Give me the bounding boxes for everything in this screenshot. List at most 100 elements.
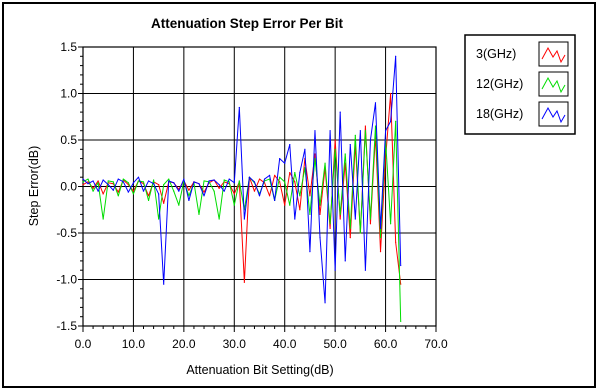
data-point (223, 179, 225, 181)
y-tick-label: 1.5 (60, 40, 77, 54)
x-tick-label: 10.0 (122, 337, 146, 351)
data-point (137, 180, 140, 182)
data-point (163, 283, 165, 285)
data-point (304, 167, 306, 169)
data-point (354, 134, 356, 136)
data-point (163, 202, 165, 204)
data-point (198, 183, 200, 185)
data-point (274, 199, 276, 202)
data-point (158, 193, 160, 195)
data-point (258, 195, 261, 197)
data-point (384, 158, 387, 160)
data-point (107, 180, 109, 182)
data-point (395, 55, 397, 57)
data-point (127, 182, 129, 184)
data-point (188, 189, 190, 191)
data-point (117, 195, 119, 197)
data-point (102, 179, 104, 181)
data-point (319, 237, 321, 239)
legend-label: 18(GHz) (476, 107, 523, 121)
data-point (112, 181, 114, 183)
data-point (284, 162, 286, 164)
data-point (344, 153, 346, 155)
legend-swatch-box (538, 41, 569, 67)
data-point (243, 218, 245, 220)
data-point (147, 195, 150, 197)
x-tick-label: 70.0 (424, 337, 448, 351)
data-point (359, 130, 361, 132)
series-line-2 (82, 55, 402, 304)
x-tick-label: 40.0 (273, 337, 297, 351)
data-point (132, 193, 135, 195)
legend-label: 3(GHz) (476, 47, 516, 61)
data-point (178, 190, 180, 192)
data-point (228, 178, 230, 180)
data-point (97, 190, 99, 192)
data-point (253, 190, 256, 192)
data-point (309, 251, 311, 253)
data-point (319, 213, 321, 215)
data-point (329, 130, 331, 132)
data-point (309, 213, 311, 215)
data-point (279, 158, 281, 160)
data-point (319, 204, 321, 206)
data-point (142, 181, 145, 183)
data-point (334, 148, 336, 150)
data-point (92, 190, 94, 192)
data-point (400, 264, 402, 267)
data-point (304, 148, 306, 150)
data-point (364, 125, 366, 127)
x-tick-label: 0.0 (75, 337, 92, 351)
legend-swatch-box (538, 71, 569, 97)
data-point (395, 241, 397, 243)
data-point (248, 176, 251, 178)
data-point (102, 218, 104, 220)
data-point (339, 213, 341, 215)
data-point (198, 213, 200, 215)
y-tick-label: -0.5 (56, 226, 77, 240)
data-point (400, 320, 402, 322)
data-point (349, 144, 351, 146)
legend: 3(GHz) 12(GHz) 18(GHz) (464, 34, 576, 135)
data-point (188, 195, 190, 197)
data-point (314, 130, 316, 132)
data-point (390, 120, 392, 122)
data-point (112, 189, 114, 191)
data-point (213, 179, 215, 181)
data-point (314, 153, 316, 155)
data-point (168, 180, 170, 182)
data-point (208, 180, 210, 182)
data-point (344, 260, 346, 262)
data-point (163, 184, 165, 186)
data-point (349, 237, 351, 239)
data-point (258, 178, 261, 180)
data-point (299, 195, 301, 197)
data-point (173, 182, 175, 184)
data-point (339, 111, 341, 113)
data-point (253, 181, 256, 183)
data-point (142, 190, 145, 192)
data-point (158, 184, 160, 186)
data-point (289, 144, 291, 146)
x-axis-label: Attenuation Bit Setting(dB) (186, 363, 333, 377)
data-point (82, 181, 84, 183)
data-point (102, 193, 104, 195)
data-point (203, 180, 205, 182)
data-point (158, 218, 160, 220)
data-point (178, 204, 180, 206)
data-point (284, 181, 286, 183)
y-tick-label: 0.5 (60, 133, 77, 147)
data-point (379, 251, 382, 253)
series-line-1 (82, 120, 402, 322)
chart-frame: Attenuation Step Error Per Bit 0.0 10.0 20… (2, 2, 596, 388)
data-point (384, 130, 387, 132)
y-axis-label: Step Error(dB) (27, 146, 41, 227)
data-point (132, 190, 135, 192)
data-point (92, 187, 94, 189)
data-point (390, 92, 392, 95)
legend-swatch-box (538, 101, 569, 127)
data-point (349, 227, 351, 229)
data-point (223, 190, 225, 192)
data-point (359, 232, 361, 234)
data-point (339, 218, 341, 220)
